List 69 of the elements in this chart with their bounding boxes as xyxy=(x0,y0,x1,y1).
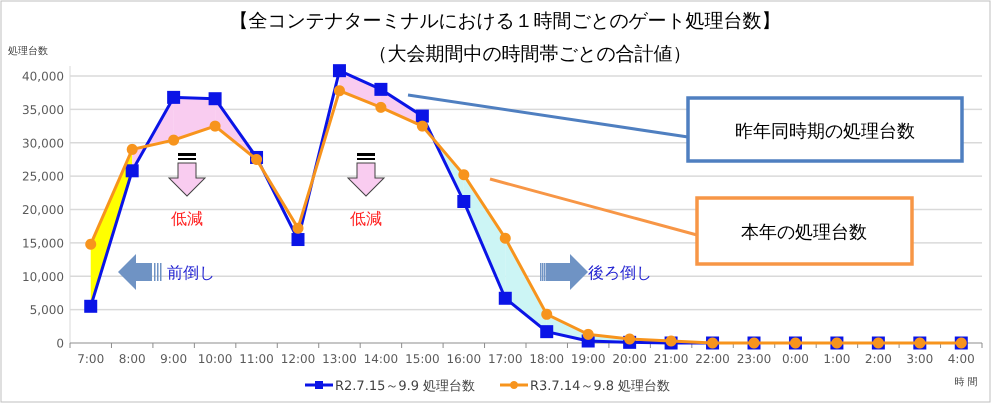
x-tick-label: 23:00 xyxy=(736,352,772,366)
chart-subtitle: （大会期間中の時間帯ごとの合計値） xyxy=(368,43,692,65)
x-tick-label: 18:00 xyxy=(529,352,564,366)
x-tick-label: 20:00 xyxy=(612,352,647,366)
y-tick-label: 30,000 xyxy=(22,136,64,150)
point xyxy=(374,82,388,96)
point xyxy=(457,194,470,208)
annotation: 本年の処理台数 xyxy=(741,222,867,243)
y-tick-label: 20,000 xyxy=(22,203,64,218)
annotation: 前倒し xyxy=(167,263,215,282)
x-tick-label: 15:00 xyxy=(405,352,440,366)
point xyxy=(84,300,98,313)
y-tick-label: 0 xyxy=(56,336,64,350)
point xyxy=(540,325,554,338)
annotation: 後ろ倒し xyxy=(588,263,652,282)
point xyxy=(416,120,428,132)
x-tick-label: 22:00 xyxy=(695,352,730,366)
y-tick-label: 5,000 xyxy=(30,303,64,318)
y-tick-label: 25,000 xyxy=(22,170,64,184)
x-tick-label: 1:00 xyxy=(823,352,850,366)
chart-title: 【全コンテナターミナルにおける１時間ごとのゲート処理台数】 xyxy=(230,10,780,32)
point xyxy=(208,92,222,106)
point xyxy=(292,222,304,234)
x-tick-label: 17:00 xyxy=(488,352,523,366)
point xyxy=(210,120,221,132)
annotation: 低減 xyxy=(350,209,382,228)
x-tick-label: 0:00 xyxy=(782,352,809,366)
point xyxy=(126,164,139,178)
point xyxy=(332,64,346,78)
x-tick-label: 12:00 xyxy=(280,352,316,366)
y-axis-title: 処理台数 xyxy=(8,45,48,57)
y-tick-label: 35,000 xyxy=(22,102,64,117)
point xyxy=(416,110,429,123)
x-tick-label: 16:00 xyxy=(446,352,482,366)
point xyxy=(458,169,470,180)
legend-label: R3.7.14～9.8 処理台数 xyxy=(530,379,670,394)
point xyxy=(500,232,511,244)
point xyxy=(498,292,512,305)
point xyxy=(292,233,304,246)
point xyxy=(624,333,636,344)
legend-label: R2.7.15～9.9 処理台数 xyxy=(335,379,476,394)
point xyxy=(375,102,386,113)
point xyxy=(126,144,138,155)
x-tick-label: 21:00 xyxy=(654,352,688,366)
point xyxy=(167,90,180,104)
x-axis-title: 時 間 xyxy=(954,376,978,388)
x-tick-label: 13:00 xyxy=(322,352,357,366)
x-tick-label: 8:00 xyxy=(118,352,146,366)
x-tick-label: 19:00 xyxy=(570,352,606,366)
x-tick-label: 10:00 xyxy=(198,352,232,366)
point xyxy=(582,328,594,340)
x-tick-label: 2:00 xyxy=(864,352,892,366)
y-tick-label: 40,000 xyxy=(22,70,64,84)
y-tick-label: 15,000 xyxy=(22,236,64,250)
point xyxy=(85,238,96,250)
annotation: 昨年同時期の処理台数 xyxy=(735,121,915,142)
x-tick-label: 9:00 xyxy=(160,352,188,366)
point xyxy=(251,154,262,165)
x-tick-label: 3:00 xyxy=(906,352,934,366)
point xyxy=(666,336,677,346)
x-tick-label: 11:00 xyxy=(239,352,274,366)
point xyxy=(334,85,345,96)
x-tick-label: 4:00 xyxy=(948,352,975,366)
point xyxy=(168,134,180,146)
point xyxy=(541,308,552,320)
x-tick-label: 14:00 xyxy=(364,352,398,366)
y-tick-label: 10,000 xyxy=(22,270,64,284)
x-tick-label: 7:00 xyxy=(77,352,104,366)
annotation: 低減 xyxy=(171,209,203,228)
